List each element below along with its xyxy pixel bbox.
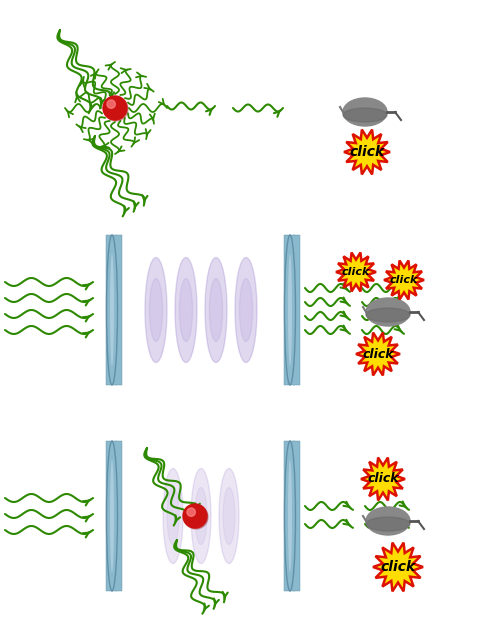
Text: click: click: [348, 145, 384, 159]
Ellipse shape: [149, 278, 162, 341]
Text: click: click: [380, 560, 415, 574]
Circle shape: [103, 96, 127, 120]
Ellipse shape: [144, 258, 167, 363]
Ellipse shape: [288, 441, 299, 591]
Ellipse shape: [284, 441, 295, 591]
Polygon shape: [284, 235, 299, 385]
Circle shape: [104, 97, 128, 121]
Polygon shape: [360, 457, 404, 500]
Polygon shape: [343, 130, 389, 175]
Ellipse shape: [209, 278, 222, 341]
Text: click: click: [341, 267, 370, 277]
Ellipse shape: [342, 98, 386, 126]
Ellipse shape: [284, 235, 295, 385]
Circle shape: [182, 504, 206, 528]
Text: click: click: [366, 472, 398, 485]
Ellipse shape: [110, 254, 114, 366]
Ellipse shape: [179, 278, 192, 341]
Ellipse shape: [194, 487, 206, 545]
Ellipse shape: [223, 487, 235, 545]
Ellipse shape: [365, 507, 409, 535]
Ellipse shape: [288, 254, 291, 366]
Text: click: click: [361, 348, 393, 361]
Text: click: click: [389, 275, 417, 285]
Circle shape: [187, 508, 195, 516]
Ellipse shape: [110, 235, 121, 385]
Ellipse shape: [218, 469, 239, 563]
Circle shape: [184, 505, 207, 529]
Ellipse shape: [365, 298, 409, 326]
Ellipse shape: [288, 460, 291, 572]
Polygon shape: [336, 253, 375, 291]
Ellipse shape: [342, 108, 386, 122]
Ellipse shape: [167, 487, 179, 545]
Ellipse shape: [365, 517, 409, 531]
Polygon shape: [106, 235, 121, 385]
Ellipse shape: [106, 441, 117, 591]
Ellipse shape: [110, 441, 121, 591]
Circle shape: [107, 100, 115, 109]
Ellipse shape: [175, 258, 197, 363]
Polygon shape: [284, 441, 299, 591]
Ellipse shape: [106, 235, 117, 385]
Ellipse shape: [288, 235, 299, 385]
Polygon shape: [106, 441, 121, 591]
Ellipse shape: [191, 469, 211, 563]
Polygon shape: [372, 543, 422, 592]
Polygon shape: [383, 260, 423, 300]
Ellipse shape: [365, 308, 409, 322]
Polygon shape: [355, 333, 399, 376]
Ellipse shape: [239, 278, 252, 341]
Ellipse shape: [235, 258, 256, 363]
Ellipse shape: [204, 258, 227, 363]
Ellipse shape: [110, 460, 114, 572]
Ellipse shape: [163, 469, 182, 563]
